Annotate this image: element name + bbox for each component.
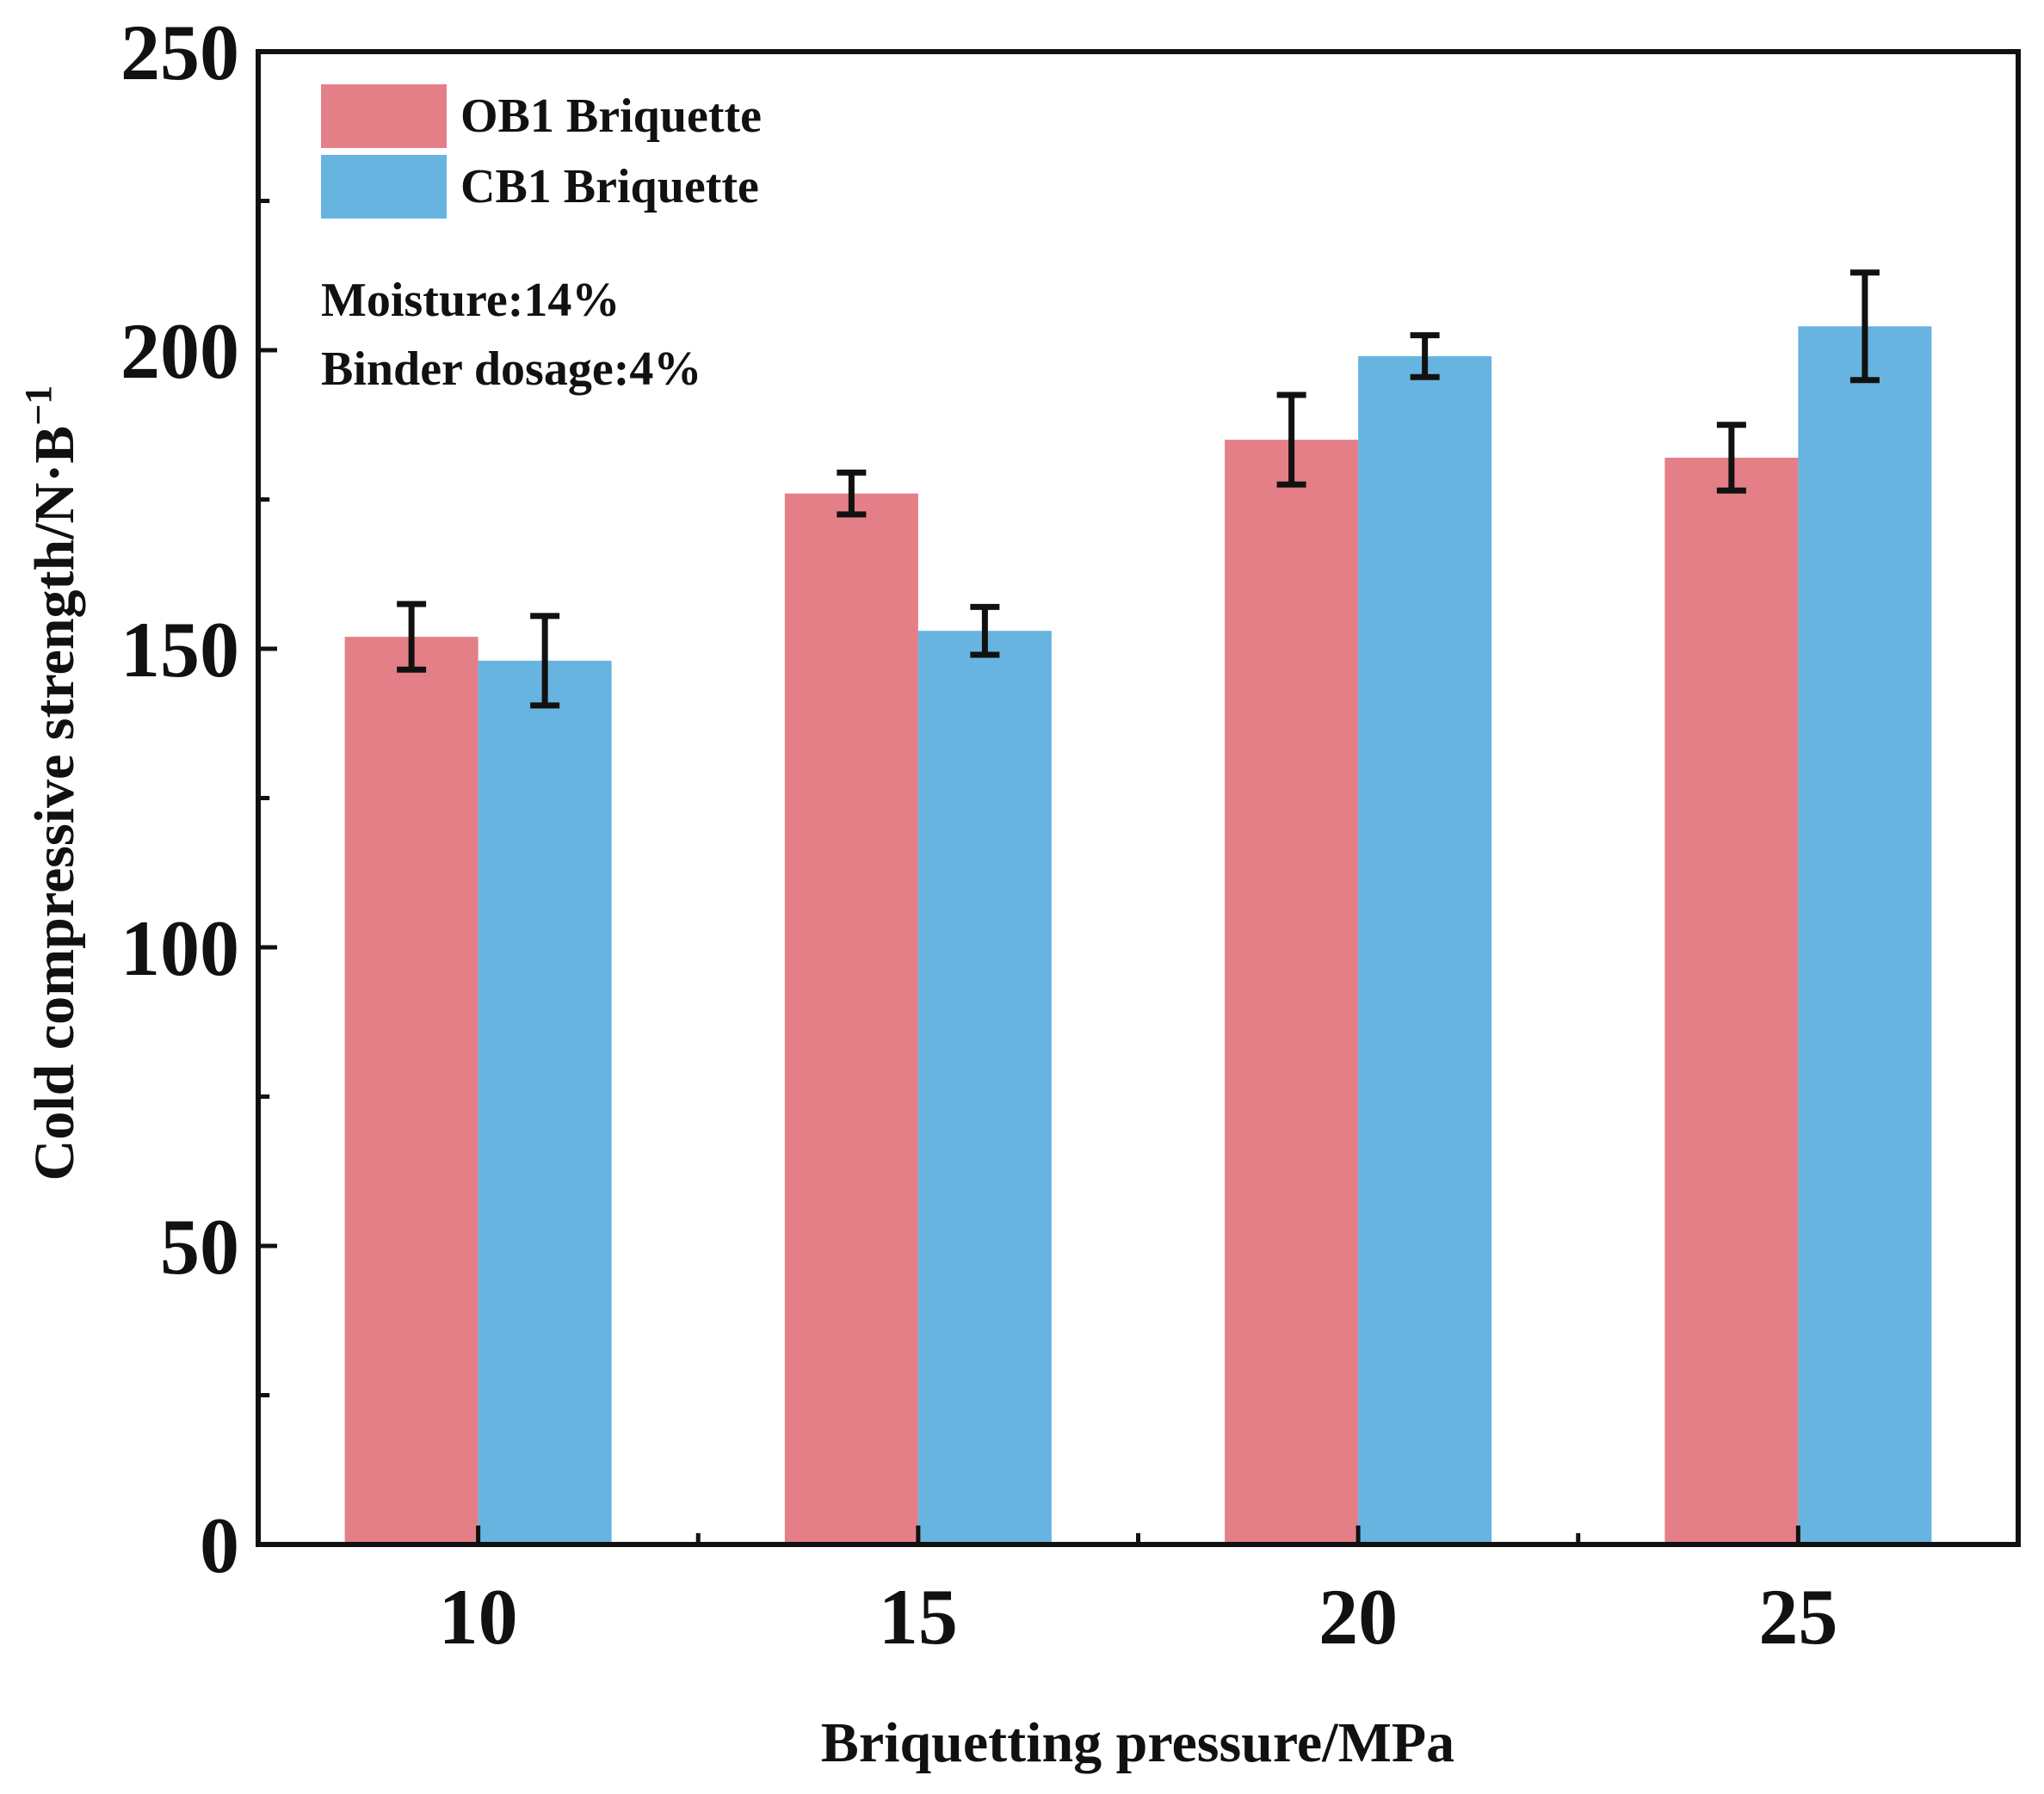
x-tick-label-15: 15 — [879, 1573, 958, 1661]
bar-cb1-20 — [1358, 355, 1492, 1545]
x-axis-title: Briquetting pressure/MPa — [821, 1711, 1454, 1774]
y-tick-label-100: 100 — [120, 904, 239, 992]
legend-swatch-ob1 — [321, 84, 447, 148]
bar-cb1-15 — [917, 631, 1052, 1545]
y-tick-label-200: 200 — [120, 307, 239, 395]
bar-ob1-15 — [784, 493, 918, 1544]
bar-cb1-25 — [1798, 326, 1932, 1544]
y-axis-title-superscript: −1 — [17, 385, 59, 426]
y-tick-label-150: 150 — [120, 606, 239, 694]
annotation-moisture: Moisture:14% — [321, 274, 620, 327]
legend-label-cb1: CB1 Briquette — [460, 160, 759, 213]
error-bars-layer — [397, 269, 1880, 709]
y-tick-label-0: 0 — [200, 1501, 239, 1589]
legend-swatch-cb1 — [321, 155, 447, 219]
bars-layer — [344, 326, 1932, 1545]
bar-ob1-10 — [344, 637, 479, 1544]
labels-layer: 0 50 100 150 200 250 10 15 20 25 — [120, 9, 1837, 1661]
bar-ob1-20 — [1225, 440, 1359, 1545]
y-tick-label-250: 250 — [120, 9, 239, 96]
y-axis-title: Cold compressive strength/N·B−1 — [17, 385, 86, 1181]
x-tick-label-20: 20 — [1318, 1573, 1398, 1661]
x-tick-label-25: 25 — [1758, 1573, 1837, 1661]
legend: OB1 Briquette CB1 Briquette — [321, 84, 762, 219]
y-axis-title-text: Cold compressive strength/N·B — [23, 426, 86, 1181]
y-tick-label-50: 50 — [160, 1203, 239, 1291]
legend-label-ob1: OB1 Briquette — [460, 89, 762, 143]
axes-layer — [256, 49, 2021, 1547]
bar-ob1-25 — [1664, 457, 1799, 1545]
annotation-binder-dosage: Binder dosage:4% — [321, 342, 701, 396]
bar-cb1-10 — [478, 660, 612, 1544]
x-tick-label-10: 10 — [439, 1573, 518, 1661]
